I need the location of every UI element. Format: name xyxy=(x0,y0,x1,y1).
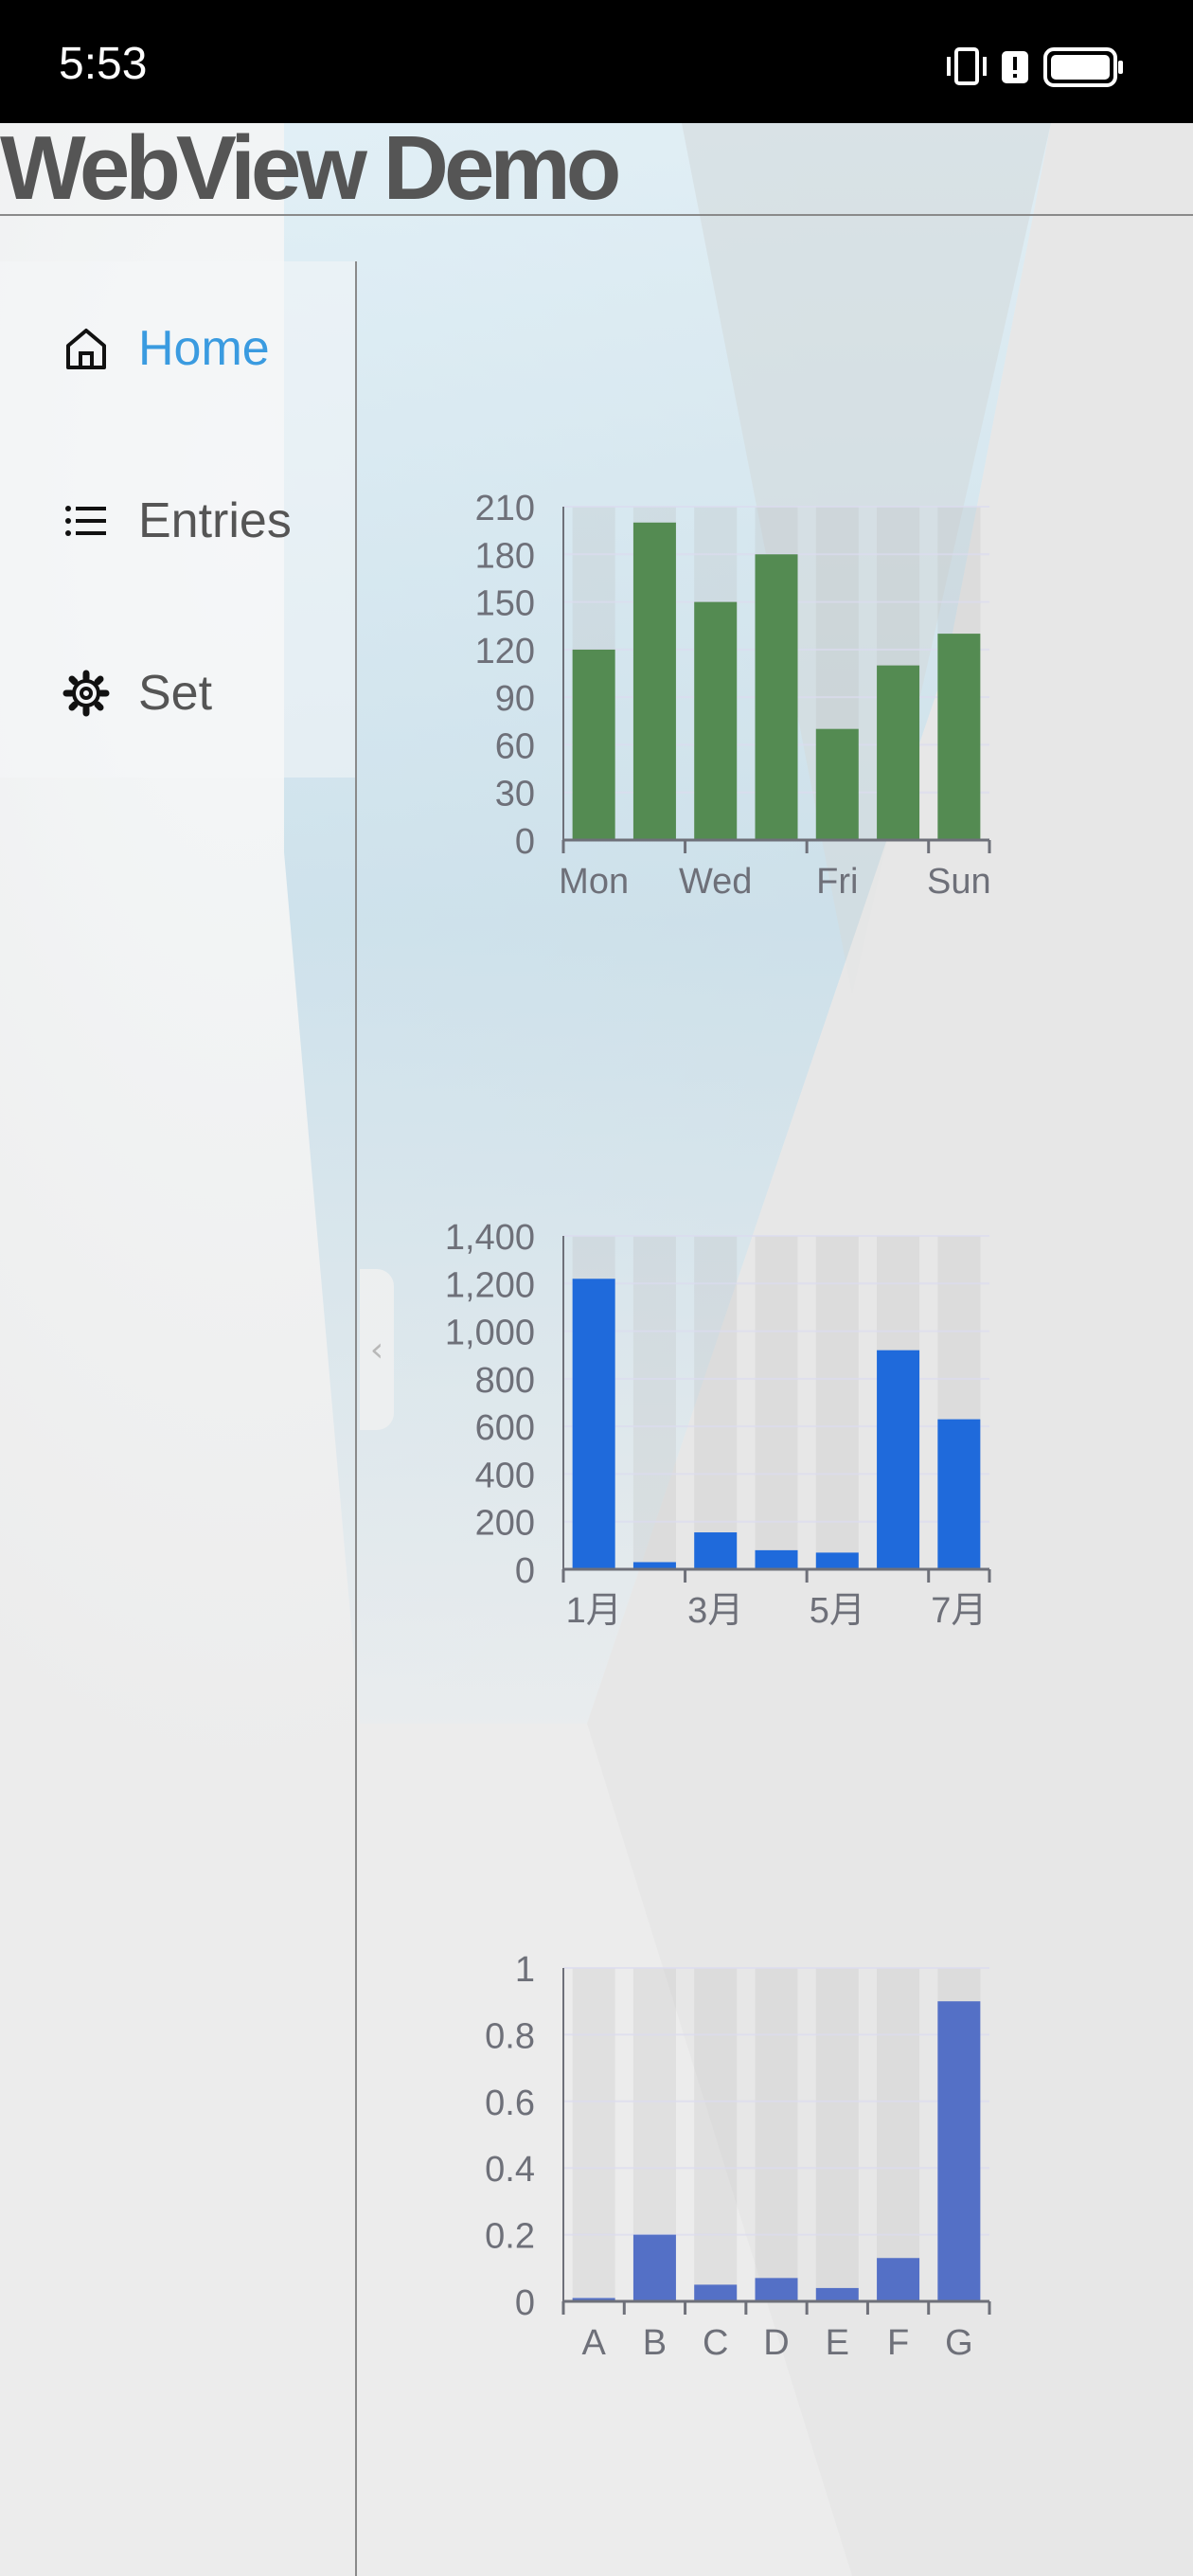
sidebar: Home Entries Set xyxy=(0,261,356,778)
sidebar-item-home[interactable]: Home xyxy=(0,292,356,405)
y-tick-label: 1,000 xyxy=(445,1314,535,1353)
bar xyxy=(937,1419,981,1569)
x-tick-label: F xyxy=(887,2323,909,2363)
y-tick-label: 800 xyxy=(475,1361,535,1401)
battery-icon xyxy=(1043,47,1123,87)
bar-background xyxy=(694,1968,738,2301)
y-tick-label: 0 xyxy=(515,2283,535,2323)
list-icon xyxy=(61,495,112,546)
status-icons xyxy=(945,44,1134,95)
x-tick-label: 5月 xyxy=(810,1591,865,1631)
home-icon xyxy=(61,323,112,374)
y-tick-label: 600 xyxy=(475,1408,535,1448)
bar xyxy=(755,2278,798,2301)
y-tick-label: 0.6 xyxy=(485,2084,535,2123)
app-title: WebView Demo xyxy=(0,117,621,219)
bar xyxy=(572,2298,615,2301)
sidebar-item-entries[interactable]: Entries xyxy=(0,464,356,578)
bar xyxy=(755,554,798,840)
x-tick-label: Mon xyxy=(559,862,629,902)
y-tick-label: 0.4 xyxy=(485,2150,535,2190)
bar xyxy=(632,522,676,840)
bar xyxy=(815,1552,859,1569)
sidebar-item-set[interactable]: Set xyxy=(0,636,356,750)
sidebar-divider xyxy=(355,261,357,2576)
alert-icon xyxy=(1002,51,1028,83)
bar xyxy=(815,2287,859,2301)
x-tick-label: 1月 xyxy=(566,1591,622,1631)
sidebar-item-label: Entries xyxy=(138,493,292,548)
y-tick-label: 400 xyxy=(475,1456,535,1495)
bar-background xyxy=(572,1968,615,2301)
bar-background xyxy=(755,1968,798,2301)
app-bar: WebView Demo xyxy=(0,123,1193,216)
bar-background xyxy=(755,1236,798,1569)
y-tick-label: 150 xyxy=(475,584,535,624)
bar xyxy=(877,2258,920,2301)
bar-chart-letters: 0 0.2 0.4 0.6 0.8 1 A B C D E F G xyxy=(485,1950,991,2363)
y-tick-label: 210 xyxy=(475,489,535,528)
bar xyxy=(877,1350,920,1569)
bar-background xyxy=(632,1236,676,1569)
bar-background xyxy=(877,1968,920,2301)
y-tick-label: 60 xyxy=(495,726,535,766)
sidebar-item-label: Set xyxy=(138,666,213,721)
bar xyxy=(937,2001,981,2301)
gear-icon xyxy=(61,668,112,719)
bar xyxy=(632,1562,676,1569)
bar xyxy=(877,665,920,840)
status-bar: 5:53 xyxy=(0,0,1193,123)
y-tick-label: 0 xyxy=(515,822,535,862)
y-tick-label: 1 xyxy=(515,1950,535,1990)
x-tick-label: Wed xyxy=(679,862,752,902)
chevron-left-icon: ‹ xyxy=(369,1330,384,1369)
bar xyxy=(815,728,859,840)
y-tick-label: 90 xyxy=(495,679,535,719)
x-tick-label: G xyxy=(945,2323,973,2363)
x-tick-label: B xyxy=(643,2323,667,2363)
y-tick-label: 1,400 xyxy=(445,1218,535,1258)
x-tick-label: C xyxy=(703,2323,728,2363)
collapse-sidebar-handle[interactable]: ‹ xyxy=(360,1269,394,1430)
y-tick-label: 0.2 xyxy=(485,2217,535,2257)
y-tick-label: 180 xyxy=(475,536,535,576)
bar xyxy=(694,2284,738,2301)
y-tick-label: 1,200 xyxy=(445,1265,535,1305)
x-tick-label: A xyxy=(581,2323,606,2363)
bar xyxy=(694,1532,738,1569)
x-tick-label: 3月 xyxy=(687,1591,743,1631)
x-tick-label: Sun xyxy=(927,862,991,902)
bar xyxy=(694,601,738,840)
bar-background xyxy=(694,1236,738,1569)
y-tick-label: 0.8 xyxy=(485,2016,535,2056)
bar-background xyxy=(815,1236,859,1569)
y-tick-label: 120 xyxy=(475,632,535,671)
sidebar-item-label: Home xyxy=(138,321,270,376)
bar-chart-weekday: 0 30 60 90 120 150 180 210 Mon Wed Fri Sun xyxy=(475,489,991,902)
y-tick-label: 200 xyxy=(475,1504,535,1544)
chart-letters: 0 0.2 0.4 0.6 0.8 1 A B C D E F G xyxy=(417,1935,1023,2370)
bar xyxy=(632,2234,676,2301)
y-tick-label: 0 xyxy=(515,1551,535,1591)
bar-chart-monthly: 0 200 400 600 800 1,000 1,200 1,400 1月 3月 5月 7月 xyxy=(445,1218,991,1631)
bar xyxy=(937,634,981,840)
status-time: 5:53 xyxy=(59,39,148,89)
y-tick-label: 30 xyxy=(495,775,535,814)
chart-monthly: 0 200 400 600 800 1,000 1,200 1,400 1月 3月 5月 7月 xyxy=(417,1203,1023,1638)
x-tick-label: 7月 xyxy=(931,1591,987,1631)
chart-weekday: 0 30 60 90 120 150 180 210 Mon Wed Fri Sun xyxy=(417,474,1023,909)
bar xyxy=(572,649,615,840)
bar-background xyxy=(815,1968,859,2301)
bar xyxy=(755,1549,798,1569)
x-tick-label: Fri xyxy=(816,862,858,902)
x-tick-label: D xyxy=(763,2323,789,2363)
vibrate-icon xyxy=(947,47,987,85)
x-tick-label: E xyxy=(826,2323,849,2363)
bar xyxy=(572,1279,615,1569)
